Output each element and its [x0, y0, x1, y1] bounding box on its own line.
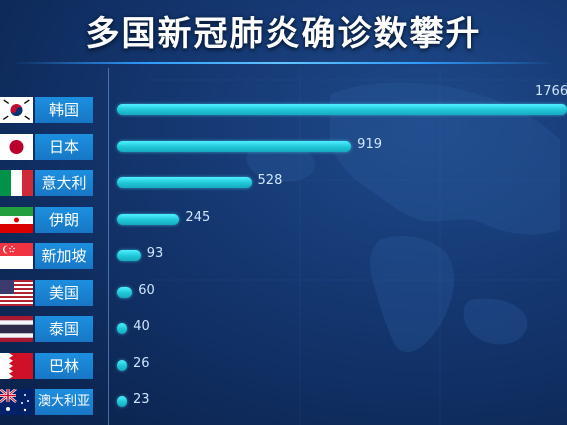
category-label: 美国: [35, 280, 93, 306]
category-label: 巴林: [35, 353, 93, 379]
data-bar: [117, 141, 352, 152]
data-bar: [117, 396, 127, 407]
kr-flag-icon: [0, 97, 33, 123]
jp-flag-icon: [0, 134, 33, 160]
bar-row: 韩国 1766: [0, 84, 567, 123]
value-label: 919: [357, 137, 382, 152]
bar-row: 日本 919: [0, 134, 567, 160]
data-bar: [117, 177, 252, 188]
value-label: 40: [133, 319, 150, 334]
data-bar: [117, 287, 133, 298]
bar-row: 伊朗 245: [0, 207, 567, 233]
sg-flag-icon: [0, 243, 33, 269]
value-label: 1766: [535, 84, 567, 99]
category-label: 泰国: [35, 316, 93, 342]
value-label: 245: [185, 210, 211, 225]
bar-row: 泰国 40: [0, 316, 567, 342]
category-label: 日本: [35, 134, 93, 160]
value-label: 23: [133, 392, 150, 407]
data-bar: [117, 104, 567, 115]
value-label: 528: [257, 173, 283, 188]
category-axis-line: [108, 68, 109, 425]
it-flag-icon: [0, 170, 33, 196]
bar-row: 澳大利亚 23: [0, 389, 567, 415]
data-bar: [117, 214, 180, 225]
data-bar: [117, 360, 127, 371]
category-label: 韩国: [35, 97, 93, 123]
chart-title: 多国新冠肺炎确诊数攀升: [85, 14, 482, 54]
title-underline: [12, 62, 555, 64]
bar-row: 意大利 528: [0, 170, 567, 196]
data-bar: [117, 323, 128, 334]
category-label: 新加坡: [35, 243, 93, 269]
value-label: 26: [133, 356, 150, 371]
header: 多国新冠肺炎确诊数攀升: [0, 0, 567, 68]
bh-flag-icon: [0, 353, 33, 379]
bar-row: 新加坡 93: [0, 243, 567, 269]
data-bar: [117, 250, 141, 261]
bar-row: 巴林 26: [0, 353, 567, 379]
category-label: 澳大利亚: [35, 389, 93, 415]
value-label: 60: [138, 283, 155, 298]
au-flag-icon: [0, 389, 33, 415]
ir-flag-icon: [0, 207, 33, 233]
category-label: 伊朗: [35, 207, 93, 233]
bar-row: 美国 60: [0, 280, 567, 306]
value-label: 93: [146, 246, 164, 261]
category-label: 意大利: [35, 170, 93, 196]
th-flag-icon: [0, 316, 33, 342]
us-flag-icon: [0, 280, 33, 306]
